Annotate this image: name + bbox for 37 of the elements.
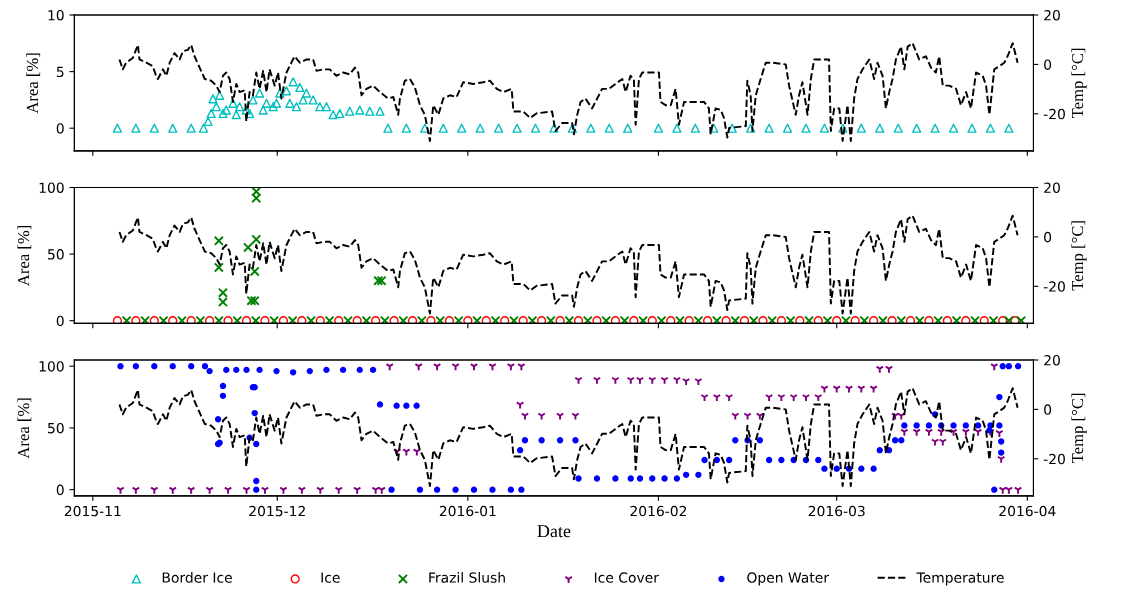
- y-axis-title: Area [%]: [17, 398, 32, 459]
- y2-tick-label: 20: [1044, 9, 1060, 21]
- y-tick-label: 100: [39, 361, 64, 372]
- y2-tick-label: 20: [1044, 354, 1060, 366]
- y2-tick-label: -20: [1043, 108, 1065, 120]
- x-tick-label: 2016-04: [999, 505, 1056, 517]
- y2-axis-title: Temp [°C]: [1071, 221, 1087, 291]
- y-axis-title: Area [%]: [26, 53, 41, 114]
- y2-tick-label: 0: [1044, 59, 1052, 70]
- y-tick-label: 10: [48, 9, 64, 21]
- x-tick-label: 2015-12: [249, 505, 305, 517]
- legend-label: Open Water: [747, 572, 830, 586]
- x-tick-label: 2016-03: [808, 505, 865, 517]
- x-axis-title: Date: [537, 525, 571, 538]
- legend-label: Ice: [321, 572, 340, 583]
- y-tick-label: 5: [56, 66, 64, 78]
- y-tick-label: 50: [48, 249, 64, 260]
- y-tick-label: 0: [56, 315, 64, 327]
- y2-axis-title: Temp [°C]: [1071, 393, 1087, 463]
- x-tick-label: 2016-01: [439, 505, 496, 517]
- y-tick-label: 50: [48, 422, 64, 434]
- legend-label: Temperature: [916, 572, 1004, 586]
- y2-axis-title: Temp [°C]: [1071, 48, 1087, 119]
- x-tick-label: 2015-11: [64, 505, 121, 517]
- y2-tick-label: -20: [1043, 281, 1065, 292]
- y2-tick-label: 0: [1044, 404, 1052, 415]
- legend-label: Ice Cover: [594, 572, 659, 583]
- y2-tick-label: -20: [1043, 453, 1065, 465]
- y2-tick-label: 20: [1044, 182, 1060, 193]
- x-tick-label: 2016-02: [630, 505, 687, 517]
- y-axis-title: Area [%]: [17, 225, 32, 287]
- y2-tick-label: 0: [1044, 231, 1052, 243]
- legend-label: Frazil Slush: [429, 572, 505, 583]
- y-tick-label: 0: [56, 484, 64, 496]
- y-tick-label: 0: [56, 123, 64, 134]
- y-tick-label: 100: [39, 182, 64, 193]
- legend-label: Border Ice: [162, 572, 232, 583]
